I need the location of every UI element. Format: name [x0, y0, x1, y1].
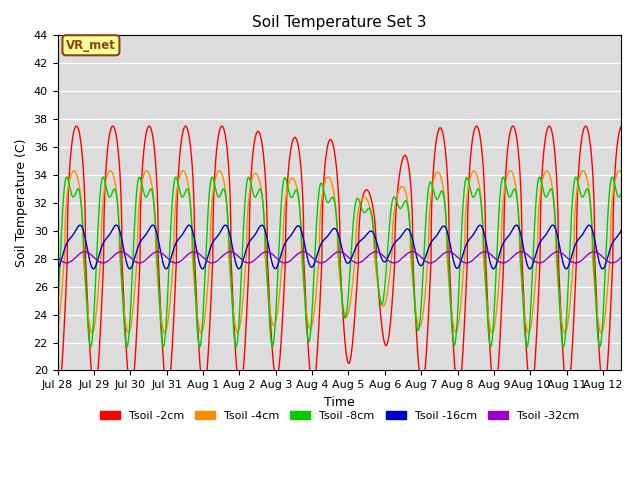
Tsoil -32cm	[54, 254, 61, 260]
Tsoil -16cm	[90, 266, 97, 272]
Tsoil -32cm	[546, 253, 554, 259]
Tsoil -8cm	[87, 344, 95, 350]
Tsoil -2cm	[546, 123, 554, 129]
X-axis label: Time: Time	[324, 396, 355, 408]
Line: Tsoil -8cm: Tsoil -8cm	[58, 177, 621, 347]
Tsoil -16cm	[118, 238, 126, 243]
Tsoil -8cm	[618, 190, 625, 196]
Tsoil -32cm	[299, 249, 307, 254]
Tsoil -16cm	[546, 226, 554, 231]
Y-axis label: Soil Temperature (C): Soil Temperature (C)	[15, 139, 28, 267]
Tsoil -2cm	[454, 389, 462, 395]
Tsoil -8cm	[607, 181, 614, 187]
Line: Tsoil -2cm: Tsoil -2cm	[58, 126, 621, 392]
Tsoil -4cm	[54, 326, 61, 332]
Tsoil -4cm	[143, 168, 150, 174]
Tsoil -8cm	[294, 193, 302, 199]
Tsoil -8cm	[546, 188, 554, 193]
Tsoil -8cm	[152, 223, 159, 229]
Tsoil -2cm	[152, 156, 159, 161]
Tsoil -32cm	[118, 249, 126, 255]
Title: Soil Temperature Set 3: Soil Temperature Set 3	[252, 15, 427, 30]
Tsoil -32cm	[99, 260, 107, 266]
Tsoil -8cm	[609, 174, 616, 180]
Tsoil -16cm	[618, 228, 625, 233]
Tsoil -2cm	[118, 231, 125, 237]
Tsoil -8cm	[118, 280, 126, 286]
Tsoil -2cm	[618, 124, 625, 130]
Tsoil -2cm	[182, 123, 189, 129]
Legend: Tsoil -2cm, Tsoil -4cm, Tsoil -8cm, Tsoil -16cm, Tsoil -32cm: Tsoil -2cm, Tsoil -4cm, Tsoil -8cm, Tsoi…	[95, 406, 583, 425]
Tsoil -4cm	[270, 323, 278, 328]
Tsoil -16cm	[152, 226, 159, 232]
Tsoil -32cm	[607, 260, 614, 265]
Line: Tsoil -32cm: Tsoil -32cm	[58, 252, 621, 263]
Tsoil -4cm	[546, 172, 554, 178]
Tsoil -2cm	[607, 308, 614, 314]
Tsoil -2cm	[54, 387, 61, 393]
Tsoil -16cm	[585, 222, 593, 228]
Tsoil -16cm	[607, 245, 614, 251]
Tsoil -32cm	[270, 252, 278, 258]
Tsoil -8cm	[54, 312, 61, 318]
Tsoil -2cm	[294, 144, 302, 149]
Tsoil -4cm	[118, 282, 125, 288]
Line: Tsoil -16cm: Tsoil -16cm	[58, 225, 621, 269]
Tsoil -16cm	[270, 264, 278, 270]
Tsoil -32cm	[152, 249, 159, 255]
Tsoil -4cm	[152, 225, 159, 231]
Tsoil -16cm	[294, 223, 302, 228]
Tsoil -4cm	[618, 169, 625, 175]
Tsoil -8cm	[270, 337, 278, 343]
Line: Tsoil -4cm: Tsoil -4cm	[58, 171, 621, 333]
Tsoil -2cm	[270, 365, 278, 371]
Text: VR_met: VR_met	[66, 39, 116, 52]
Tsoil -16cm	[54, 266, 61, 272]
Tsoil -4cm	[294, 193, 302, 199]
Tsoil -32cm	[618, 254, 625, 260]
Tsoil -32cm	[294, 251, 302, 256]
Tsoil -4cm	[561, 330, 569, 336]
Tsoil -4cm	[607, 228, 614, 234]
